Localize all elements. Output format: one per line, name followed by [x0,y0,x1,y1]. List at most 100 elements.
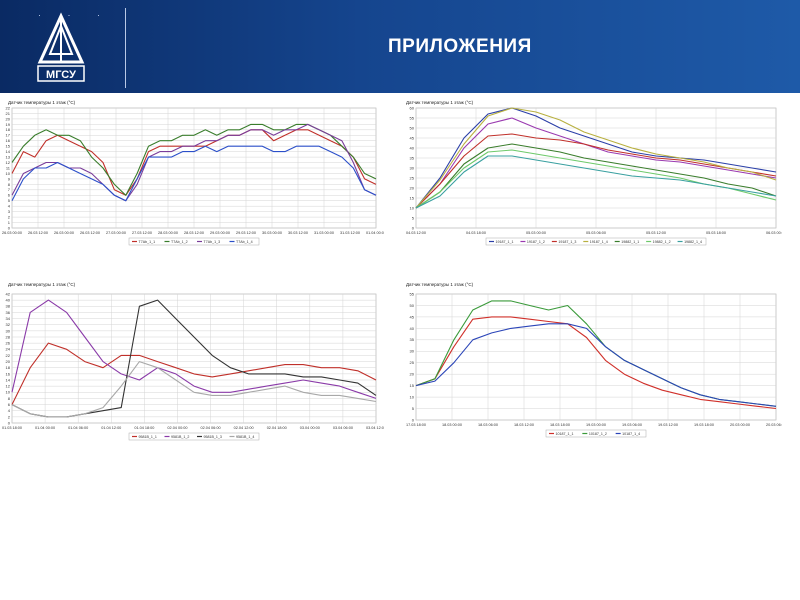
y-tick-label: 32 [6,322,11,327]
x-tick-label: 03.04 00:00 [300,426,320,430]
x-tick-label: 01.04 18:00 [134,426,154,430]
x-tick-label: 30.03 00:00 [262,231,282,235]
x-tick-label: 02.04 06:00 [201,426,221,430]
x-tick-label: 20.03 00:00 [730,423,750,427]
chart-panel-3: Датчик температуры 1 этаж (°C) 0 2 4 6 8 10 12 1… [0,278,384,453]
x-tick-label: 01.04 12:00 [101,426,121,430]
series-line-5 [415,143,777,209]
mgsu-logo-icon: МГСУ [37,12,85,82]
x-tick-label: 19.03 06:00 [622,423,642,427]
y-tick-label: 50 [410,125,415,130]
x-tick-label: 29.03 00:00 [210,231,230,235]
x-tick-label: 02.04 18:00 [267,426,287,430]
y-tick-label: 15 [410,383,415,388]
x-tick-label: 28.03 12:00 [184,231,204,235]
y-tick-label: 8 [8,182,11,187]
y-tick-label: 25 [410,175,415,180]
y-tick-label: 19 [6,122,11,127]
legend-label: 19882_1_2 [653,240,671,244]
x-tick-label: 17.03 18:00 [406,423,426,427]
legend-label: T7Ab_1_2 [171,240,188,244]
y-tick-label: 40 [410,145,415,150]
x-tick-label: 05.03 00:00 [526,231,546,235]
x-tick-label: 01.04 06:00 [68,426,88,430]
y-tick-label: 18 [6,365,11,370]
legend-label: 10187_1_2 [589,432,607,436]
x-tick-label: 26.03 12:00 [80,231,100,235]
chart-title: Датчик температуры 1 этаж (°C) [406,282,474,287]
y-tick-label: 55 [410,291,415,296]
y-tick-label: 6 [8,193,11,198]
y-tick-label: 10 [410,394,415,399]
series-line-1 [415,107,777,209]
y-tick-label: 17 [6,133,11,138]
y-tick-label: 26 [6,341,11,346]
x-tick-label: 18.03 00:00 [442,423,462,427]
y-tick-label: 4 [8,204,11,209]
series-line-3 [11,123,377,202]
line-chart: 0 5 10 15 20 25 30 35 40 45 50 55 17.03 18:00 18.03 0… [406,291,782,438]
legend-label: 19187_1_2 [527,240,545,244]
y-tick-label: 30 [410,349,415,354]
legend-label: 10187_1_4 [622,432,640,436]
y-tick-label: 2 [8,414,11,419]
x-tick-label: 20.03 06:00 [766,423,782,427]
y-tick-label: 40 [6,298,11,303]
y-tick-label: 22 [6,353,11,358]
y-tick-label: 13 [6,154,11,159]
y-tick-label: 42 [6,291,11,296]
series-line-3 [415,323,777,407]
x-tick-label: 19.03 18:00 [694,423,714,427]
y-tick-label: 25 [410,360,415,365]
legend-label: 19187_1_3 [558,240,576,244]
y-tick-label: 16 [6,371,11,376]
x-tick-label: 30.03 12:00 [288,231,308,235]
legend-label: 10187_1_1 [556,432,574,436]
x-tick-label: 02.04 00:00 [167,426,187,430]
y-tick-label: 2 [8,214,11,219]
y-tick-label: 50 [410,303,415,308]
y-tick-label: 35 [410,337,415,342]
y-tick-label: 45 [410,135,415,140]
y-tick-label: 12 [6,384,11,389]
x-tick-label: 27.03 12:00 [132,231,152,235]
x-tick-label: 18.03 06:00 [478,423,498,427]
y-tick-label: 21 [6,111,11,116]
y-tick-label: 55 [410,115,415,120]
y-tick-label: 28 [6,334,11,339]
y-tick-label: 1 [8,220,11,225]
legend-label: T7Ab_1_1 [139,240,156,244]
y-tick-label: 20 [6,116,11,121]
x-tick-label: 27.03 00:00 [106,231,126,235]
legend-label: 9581B_1_1 [139,435,157,439]
y-tick-label: 7 [8,187,11,192]
y-tick-label: 34 [6,316,11,321]
y-tick-label: 30 [6,328,11,333]
x-tick-label: 19.03 12:00 [658,423,678,427]
y-tick-label: 36 [6,310,11,315]
series-line-4 [11,145,377,202]
legend-box [128,237,260,246]
y-tick-label: 10 [6,390,11,395]
legend-label: 9581B_1_3 [204,435,222,439]
y-tick-label: 11 [6,165,11,170]
y-tick-label: 15 [410,195,415,200]
y-tick-label: 3 [8,209,11,214]
legend-box [545,429,647,438]
legend-label: 19882_1_4 [684,240,702,244]
y-tick-label: 9 [8,176,11,181]
y-tick-label: 10 [410,205,415,210]
y-tick-label: 45 [410,314,415,319]
series-line-2 [11,299,377,399]
y-tick-label: 20 [410,372,415,377]
y-tick-label: 18 [6,127,11,132]
x-tick-label: 26.03 00:00 [2,231,22,235]
legend-label: T7Ab_1_4 [236,240,253,244]
series-line-1 [415,316,777,410]
x-tick-label: 01.03 18:00 [2,426,22,430]
y-tick-label: 12 [6,160,11,165]
chart-panel-1: Датчик температуры 1 этаж (°C) 0 1 2 3 4 5 6 7 8 9… [0,96,384,256]
y-tick-label: 60 [410,105,415,110]
legend-label: 9581B_1_2 [171,435,189,439]
series-line-4 [415,107,777,209]
